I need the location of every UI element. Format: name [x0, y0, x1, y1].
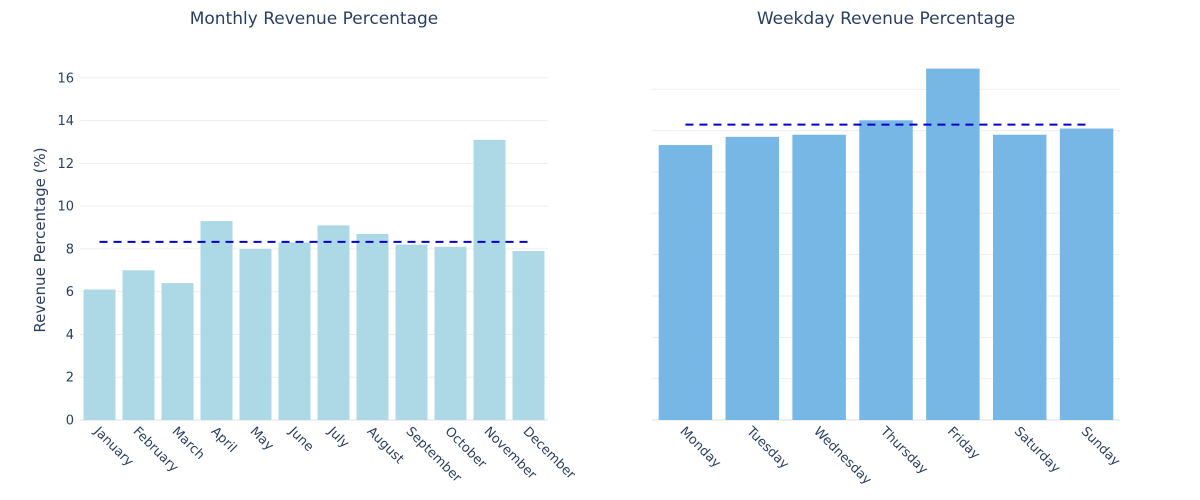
weekday-xtick-label-tuesday: Tuesday — [743, 424, 792, 473]
monthly-bar-december[interactable] — [512, 251, 545, 420]
monthly-bar-october[interactable] — [434, 246, 467, 420]
monthly-bar-september[interactable] — [395, 244, 428, 420]
monthly-bar-november[interactable] — [473, 139, 506, 420]
monthly-bars — [83, 139, 545, 420]
monthly-ytick-label-14: 14 — [57, 114, 74, 129]
monthly-ytick-label-16: 16 — [57, 71, 74, 86]
monthly-ytick-label-4: 4 — [66, 328, 74, 343]
monthly-xtick-label-april: April — [208, 424, 240, 456]
weekday-bar-thursday[interactable] — [859, 120, 913, 420]
monthly-xtick-label-january: January — [90, 424, 136, 470]
monthly-bar-june[interactable] — [278, 242, 311, 420]
weekday-xtick-label-monday: Monday — [677, 424, 724, 471]
weekday-xtick-label-wednesday: Wednesday — [810, 424, 874, 488]
monthly-xtick-label-june: June — [285, 424, 316, 455]
weekday-xtick-label-sunday: Sunday — [1078, 424, 1123, 469]
monthly-xtick-label-july: July — [324, 424, 352, 452]
monthly-ytick-label-12: 12 — [57, 157, 74, 172]
weekday-bar-monday[interactable] — [658, 145, 713, 420]
weekday-bar-saturday[interactable] — [992, 134, 1047, 420]
weekday-xtick-label-friday: Friday — [944, 424, 983, 463]
monthly-y-ticks: 0 2 4 6 8 10 12 14 16 — [57, 71, 74, 428]
monthly-bar-april[interactable] — [200, 221, 233, 420]
monthly-bar-may[interactable] — [239, 248, 272, 420]
monthly-bar-january[interactable] — [83, 289, 116, 420]
monthly-chart: Monthly Revenue Percentage Revenue Perce… — [31, 9, 578, 486]
monthly-chart-title: Monthly Revenue Percentage — [190, 9, 439, 29]
weekday-xtick-label-thursday: Thursday — [876, 424, 930, 478]
monthly-bar-july[interactable] — [317, 225, 350, 420]
weekday-bar-sunday[interactable] — [1059, 128, 1114, 420]
weekday-chart-title: Weekday Revenue Percentage — [757, 9, 1015, 29]
monthly-ytick-label-10: 10 — [57, 200, 74, 215]
monthly-bar-march[interactable] — [161, 283, 194, 420]
monthly-y-axis-title: Revenue Percentage (%) — [31, 147, 49, 332]
weekday-bars — [658, 68, 1114, 420]
monthly-gridlines — [80, 77, 548, 421]
monthly-ytick-label-8: 8 — [66, 242, 74, 257]
weekday-bar-friday[interactable] — [926, 68, 980, 420]
monthly-bar-august[interactable] — [356, 233, 389, 420]
weekday-xtick-label-saturday: Saturday — [1011, 424, 1063, 476]
monthly-ytick-label-6: 6 — [66, 285, 74, 300]
weekday-bar-wednesday[interactable] — [792, 134, 846, 420]
weekday-x-ticks: Monday Tuesday Wednesday Thursday Friday Satu… — [677, 424, 1123, 489]
monthly-bar-february[interactable] — [122, 270, 155, 420]
monthly-ytick-label-2: 2 — [66, 371, 74, 386]
monthly-ytick-label-0: 0 — [66, 414, 74, 429]
monthly-xtick-label-may: May — [247, 424, 277, 454]
weekday-chart: Weekday Revenue Percentage Monday Tuesday… — [652, 9, 1123, 488]
monthly-xtick-label-august: August — [364, 424, 407, 467]
weekday-bar-tuesday[interactable] — [725, 136, 780, 420]
